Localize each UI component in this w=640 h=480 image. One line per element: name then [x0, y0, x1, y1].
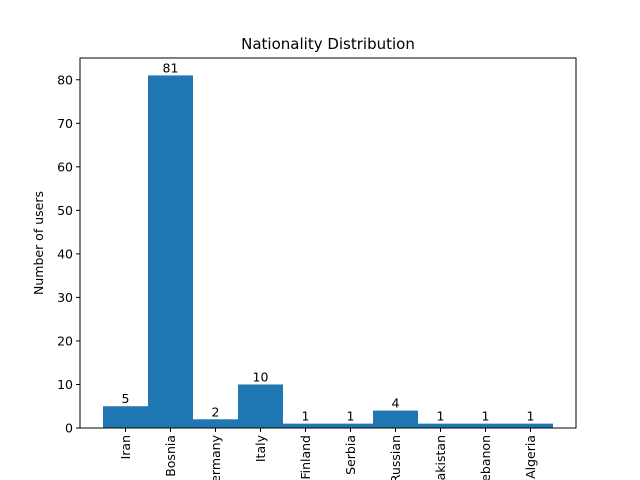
- bar-serbia: [328, 423, 373, 428]
- bar-russian: [373, 410, 418, 428]
- data-label: 1: [302, 409, 310, 424]
- data-label: 10: [253, 369, 269, 384]
- y-tick-label: 70: [57, 116, 73, 131]
- data-labels-group: 5 81 2 10 1 1 4 1 1 1: [122, 60, 535, 423]
- bar-iran: [103, 406, 148, 428]
- x-tick-label: Bosnia: [163, 435, 178, 477]
- x-tick-label: Lebanon: [478, 435, 493, 480]
- bar-germany: [193, 419, 238, 428]
- y-tick-label: 80: [57, 72, 73, 87]
- plot-frame: [79, 57, 577, 429]
- data-label: 1: [437, 409, 445, 424]
- x-tick-label: Germany: [208, 434, 223, 480]
- x-tick-label: Russian: [388, 435, 403, 480]
- bars-group: [103, 75, 553, 428]
- data-label: 5: [122, 391, 130, 406]
- x-tick-label: Pakistan: [433, 435, 448, 480]
- y-axis-ticks: 0 10 20 30 40 50 60 70 80: [57, 72, 80, 436]
- y-tick-label: 60: [57, 159, 73, 174]
- data-label: 1: [482, 409, 490, 424]
- y-tick-label: 0: [65, 421, 73, 436]
- data-label: 1: [527, 409, 535, 424]
- x-tick-label: Serbia: [343, 435, 358, 475]
- data-label: 81: [163, 60, 179, 75]
- data-label: 1: [347, 409, 355, 424]
- y-axis-label: Number of users: [31, 191, 46, 295]
- data-label: 2: [212, 404, 220, 419]
- bar-algeria: [508, 423, 553, 428]
- y-tick-label: 50: [57, 203, 73, 218]
- y-tick-label: 40: [57, 246, 73, 261]
- bar-lebanon: [463, 423, 508, 428]
- bar-italy: [238, 384, 283, 428]
- bar-bosnia: [148, 75, 193, 428]
- data-label: 4: [392, 396, 400, 411]
- y-tick-label: 20: [57, 333, 73, 348]
- x-tick-label: Italy: [253, 434, 268, 462]
- y-tick-label: 10: [57, 377, 73, 392]
- x-axis-ticks: Iran Bosnia Germany Italy Finland Serbia Russi…: [118, 428, 538, 480]
- x-tick-label: Finland: [298, 435, 313, 480]
- x-tick-label: Algeria: [523, 435, 538, 479]
- chart-title: Nationality Distribution: [241, 35, 415, 53]
- y-tick-label: 30: [57, 290, 73, 305]
- bar-finland: [283, 423, 328, 428]
- bar-pakistan: [418, 423, 463, 428]
- x-tick-label: Iran: [118, 435, 133, 459]
